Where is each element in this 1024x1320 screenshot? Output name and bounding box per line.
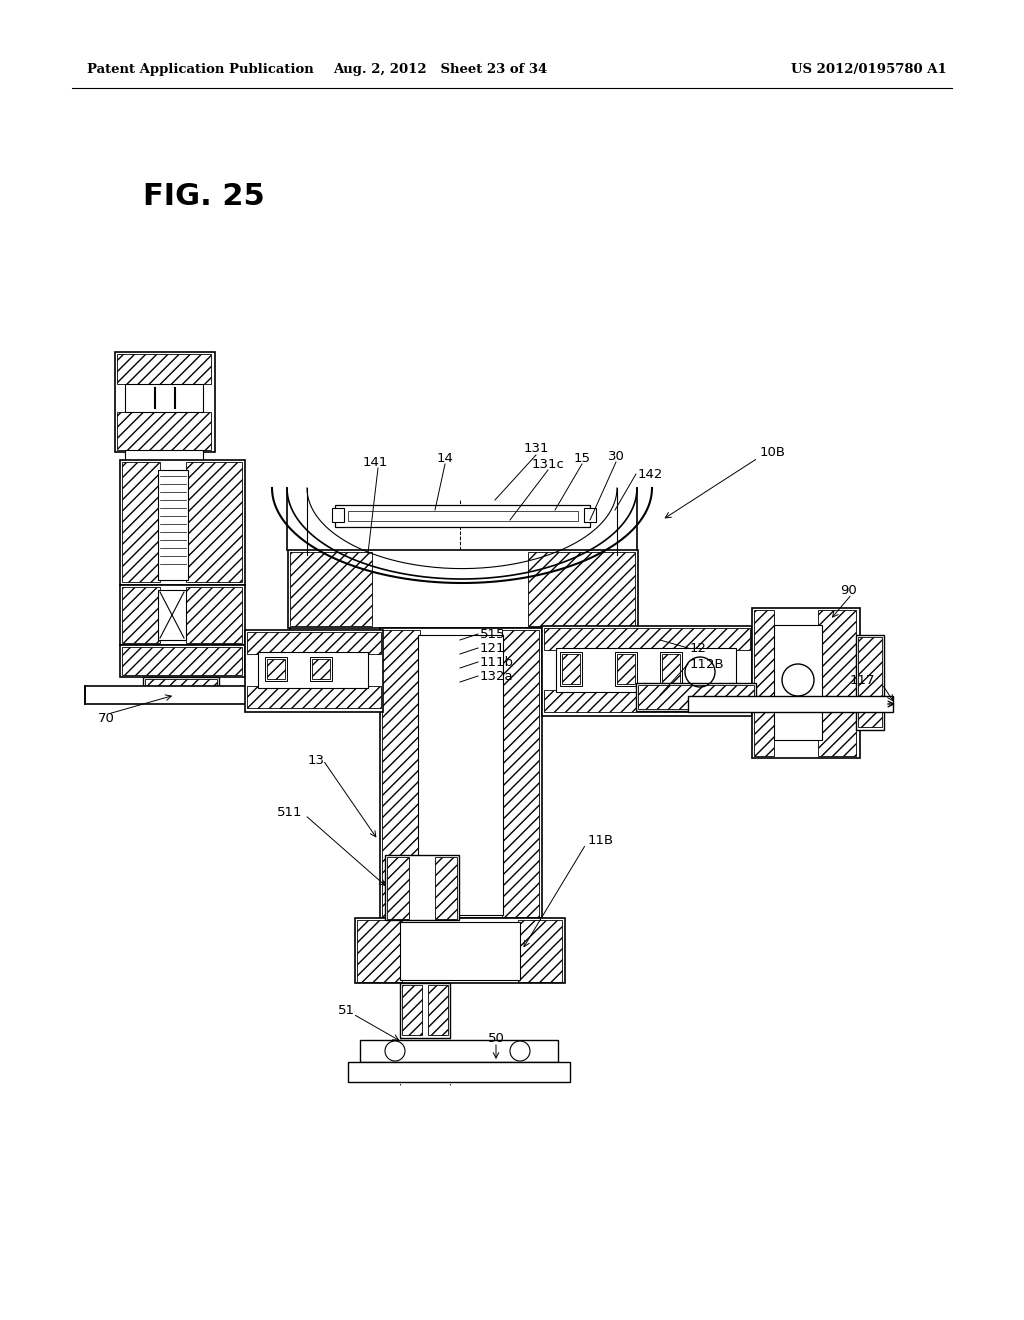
Bar [385,855,459,920]
Bar [186,462,242,582]
Text: Aug. 2, 2012   Sheet 23 of 34: Aug. 2, 2012 Sheet 23 of 34 [333,63,548,77]
Bar [355,917,565,983]
Bar [688,696,893,711]
Bar [158,470,188,579]
Bar [288,550,638,628]
Bar [638,685,754,709]
Bar [754,610,774,756]
Bar [120,645,245,677]
Bar [360,1040,558,1063]
Bar [615,652,637,686]
Text: FIG. 25: FIG. 25 [143,182,265,210]
Bar [774,624,822,741]
Bar [660,652,682,686]
Bar [258,652,368,688]
Bar [542,626,752,715]
Bar [332,508,344,521]
Text: 51: 51 [338,1003,355,1016]
Text: US 2012/0195780 A1: US 2012/0195780 A1 [792,63,947,77]
Text: 15: 15 [573,451,591,465]
Bar [418,635,503,915]
Bar [400,983,450,1038]
Bar [245,630,383,711]
Bar [584,508,596,521]
Bar [186,587,242,643]
Text: 13: 13 [308,754,325,767]
Bar [335,506,590,527]
Bar [85,686,319,704]
Bar [858,638,882,727]
Bar [122,462,160,582]
Text: 117: 117 [850,673,876,686]
Bar [856,635,884,730]
Bar [617,653,635,684]
Text: 11B: 11B [588,833,614,846]
Text: 141: 141 [362,455,388,469]
Text: Patent Application Publication: Patent Application Publication [87,63,313,77]
Text: 132a: 132a [480,669,514,682]
Text: 50: 50 [487,1031,505,1044]
Bar [267,659,285,678]
Bar [400,921,520,979]
Text: 30: 30 [607,450,625,462]
Text: 515: 515 [480,627,506,640]
Bar [518,920,562,982]
Bar [117,354,211,384]
Text: 111b: 111b [480,656,514,668]
Text: 131c: 131c [531,458,564,470]
Text: 112B: 112B [690,657,725,671]
Bar [120,585,245,645]
Bar [348,1063,570,1082]
Bar [120,459,245,585]
Bar [117,412,211,450]
Text: 131: 131 [523,441,549,454]
Bar [428,985,449,1035]
Bar [145,678,217,690]
Bar [636,682,756,711]
Bar [544,690,750,711]
Text: 70: 70 [98,711,115,725]
Bar [562,653,580,684]
Circle shape [385,1041,406,1061]
Bar [560,652,582,686]
Bar [125,384,203,412]
Bar [348,511,578,521]
Bar [122,587,160,643]
Bar [143,677,219,692]
Text: 90: 90 [840,583,857,597]
Bar [265,657,287,681]
Text: 511: 511 [276,805,302,818]
Bar [528,552,635,626]
Bar [125,450,203,459]
Bar [544,628,750,649]
Bar [556,648,736,692]
Bar [247,632,381,653]
Bar [310,657,332,681]
Text: 12: 12 [690,642,707,655]
Text: 14: 14 [436,451,454,465]
Bar [247,686,381,708]
Bar [122,647,242,675]
Bar [357,920,402,982]
Text: 10B: 10B [760,446,786,459]
Bar [312,659,330,678]
Bar [290,552,372,626]
Bar [387,857,409,919]
Bar [435,857,457,919]
Bar [662,653,680,684]
Bar [402,985,422,1035]
Text: 121: 121 [480,642,506,655]
Text: 142: 142 [638,467,664,480]
Bar [818,610,856,756]
Bar [752,609,860,758]
Bar [502,630,539,917]
Bar [158,590,186,640]
Bar [380,628,542,917]
Circle shape [510,1041,530,1061]
Bar [382,630,420,917]
Bar [115,352,215,451]
